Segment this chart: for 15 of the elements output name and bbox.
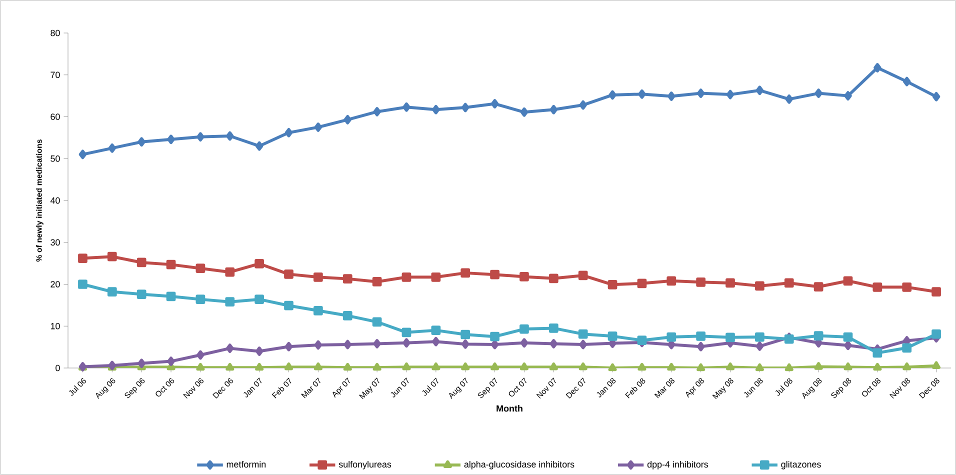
legend-label: metformin — [226, 460, 266, 468]
y-tick-label: 70 — [50, 72, 60, 78]
legend-label: alpha-glucosidase inhibitors — [464, 460, 574, 470]
y-tick-label: 80 — [50, 30, 60, 36]
y-tick-label: 20 — [50, 281, 60, 288]
legend-label: glitazones — [781, 460, 821, 470]
x-axis-title: Month — [496, 405, 522, 412]
y-tick-label: 50 — [50, 155, 60, 162]
legend-label: sulfonylureas — [338, 460, 392, 470]
legend-label: dpp-4 inhibitors — [647, 460, 708, 470]
y-tick-label: 30 — [50, 239, 60, 246]
y-tick-label: 10 — [50, 322, 60, 330]
y-tick-label: 0 — [56, 364, 60, 372]
y-tick-label: 40 — [50, 197, 60, 204]
y-tick-label: 60 — [50, 114, 60, 120]
